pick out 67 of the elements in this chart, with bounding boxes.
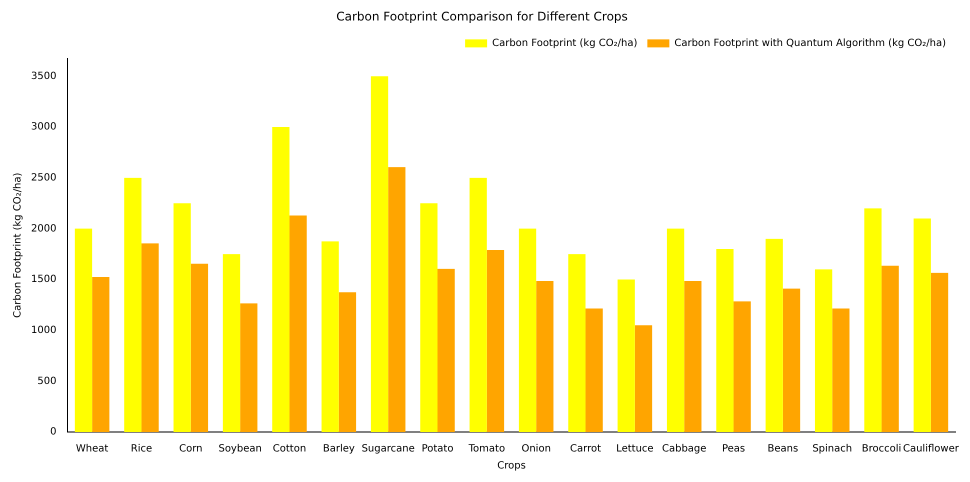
bar (832, 308, 850, 432)
bar (568, 254, 586, 432)
bar (586, 308, 603, 432)
bar (518, 228, 536, 432)
bar (734, 301, 751, 432)
legend-label: Carbon Footprint (kg CO₂/ha) (492, 38, 638, 49)
x-tick-label: Wheat (76, 444, 108, 455)
y-tick-label: 500 (37, 376, 56, 387)
bar (666, 228, 684, 432)
bar (486, 250, 504, 432)
bar (930, 272, 948, 432)
y-tick-label: 2000 (30, 223, 56, 234)
bar (338, 292, 356, 432)
x-tick-label: Corn (179, 444, 202, 455)
bar (814, 269, 832, 432)
bar (92, 276, 110, 432)
bar (289, 215, 307, 432)
x-tick-label: Cabbage (662, 444, 706, 455)
y-tick-label: 0 (50, 426, 56, 438)
x-tick-label: Beans (768, 444, 798, 455)
bar (634, 325, 652, 432)
bar (370, 76, 388, 432)
bar (684, 281, 702, 432)
bar (864, 208, 882, 432)
bar (272, 127, 290, 432)
x-tick-label: Spinach (812, 444, 852, 455)
bar (782, 288, 800, 432)
bar (74, 228, 92, 432)
x-tick-label: Rice (130, 444, 152, 455)
x-tick-label: Peas (722, 444, 746, 455)
bar (222, 254, 240, 432)
bar (716, 249, 734, 432)
bar (322, 241, 339, 432)
bar (914, 218, 931, 432)
y-tick-label: 2500 (30, 172, 56, 184)
chart-title: Carbon Footprint Comparison for Different Crops (336, 9, 628, 24)
x-tick-label: Cauliflower (902, 444, 960, 455)
x-axis-title: Crops (497, 460, 526, 472)
x-tick-label: Lettuce (616, 444, 654, 455)
bar (141, 243, 159, 432)
x-tick-label: Barley (322, 444, 355, 455)
y-tick-label: 1000 (30, 324, 56, 336)
bar (618, 280, 635, 432)
bar (174, 203, 191, 432)
x-tick-label: Sugarcane (362, 444, 415, 455)
x-tick-label: Onion (521, 444, 551, 455)
bar (438, 268, 455, 432)
bar (388, 167, 406, 432)
x-tick-label: Cotton (272, 444, 306, 455)
bar (882, 266, 899, 432)
bar (124, 178, 142, 432)
bar (190, 264, 208, 432)
bar (766, 238, 783, 432)
x-tick-label: Soybean (218, 444, 262, 455)
bar (536, 281, 554, 432)
x-tick-label: Carrot (570, 444, 602, 455)
x-tick-label: Potato (422, 444, 454, 455)
bar (240, 303, 258, 432)
x-tick-label: Tomato (468, 444, 506, 455)
legend-label: Carbon Footprint with Quantum Algorithm (kg CO₂/ha) (674, 38, 946, 49)
y-tick-label: 1500 (30, 274, 56, 286)
bar (470, 178, 487, 432)
y-axis-title: Carbon Footprint (kg CO₂/ha) (12, 172, 24, 318)
bar (420, 203, 438, 432)
x-tick-label: Broccoli (862, 444, 902, 455)
y-tick-label: 3000 (30, 122, 56, 133)
y-tick-label: 3500 (30, 70, 56, 82)
